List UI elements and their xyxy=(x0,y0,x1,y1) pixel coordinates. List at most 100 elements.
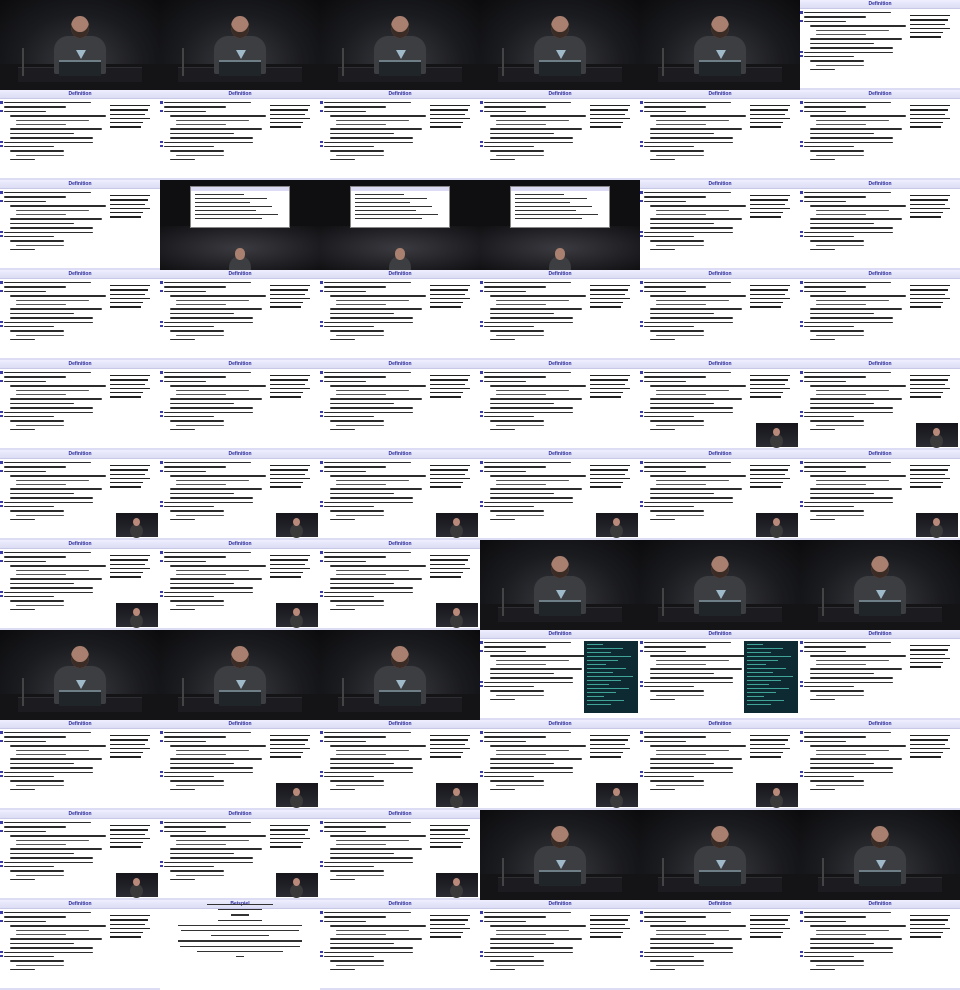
slide-title: Definition xyxy=(800,450,960,459)
slide-thumbnail[interactable]: Definition xyxy=(320,360,480,450)
speaker-pip xyxy=(276,873,318,897)
slide-title: Definition xyxy=(320,360,480,369)
slide-thumbnail[interactable]: Definition xyxy=(800,90,960,180)
slide-title: Definition xyxy=(640,900,800,909)
slide-thumbnail[interactable]: Definition xyxy=(640,90,800,180)
slide-with-speaker-thumbnail[interactable]: Definition xyxy=(480,720,640,810)
slide-title: Definition xyxy=(0,180,160,189)
laptop-icon xyxy=(859,600,901,616)
slide-title: Definition xyxy=(480,360,640,369)
slide-with-speaker-thumbnail[interactable]: Definition xyxy=(0,810,160,900)
slide-with-speaker-thumbnail[interactable]: Definition xyxy=(800,360,960,450)
slide-thumbnail[interactable]: Definition xyxy=(480,90,640,180)
slide-title: Definition xyxy=(800,90,960,99)
camera-thumbnail[interactable] xyxy=(0,630,160,720)
slide-with-terminal-thumbnail[interactable]: Definition xyxy=(640,630,800,720)
camera-thumbnail[interactable] xyxy=(800,540,960,630)
slide-with-speaker-thumbnail[interactable]: Definition xyxy=(0,540,160,630)
slide-title: Definition xyxy=(800,630,960,639)
slide-with-speaker-thumbnail[interactable]: Definition xyxy=(640,360,800,450)
slide-thumbnail[interactable]: Definition xyxy=(800,630,960,720)
slide-with-speaker-thumbnail[interactable]: Definition xyxy=(640,450,800,540)
camera-thumbnail[interactable] xyxy=(640,0,800,90)
laptop-icon xyxy=(379,690,421,706)
terminal-window xyxy=(584,641,638,713)
slide-title: Definition xyxy=(320,90,480,99)
stage-wide-thumbnail[interactable] xyxy=(480,180,640,270)
speaker xyxy=(555,248,565,260)
slide-with-speaker-thumbnail[interactable]: Definition xyxy=(480,450,640,540)
laptop-icon xyxy=(59,690,101,706)
camera-thumbnail[interactable] xyxy=(0,0,160,90)
laptop-icon xyxy=(699,870,741,886)
slide-title: Definition xyxy=(320,900,480,909)
slide-thumbnail[interactable]: Definition xyxy=(800,900,960,990)
slide-with-speaker-thumbnail[interactable]: Definition xyxy=(320,450,480,540)
camera-thumbnail[interactable] xyxy=(320,0,480,90)
slide-thumbnail[interactable]: Definition xyxy=(640,180,800,270)
slide-with-speaker-thumbnail[interactable]: Definition xyxy=(320,540,480,630)
slide-with-speaker-thumbnail[interactable]: Definition xyxy=(800,450,960,540)
slide-with-speaker-thumbnail[interactable]: Definition xyxy=(320,720,480,810)
slide-title: Definition xyxy=(160,720,320,729)
slide-thumbnail[interactable]: Definition xyxy=(480,900,640,990)
slide-thumbnail[interactable]: Definition xyxy=(800,180,960,270)
slide-thumbnail[interactable]: Definition xyxy=(480,270,640,360)
slide-title: Definition xyxy=(0,270,160,279)
camera-thumbnail[interactable] xyxy=(480,810,640,900)
speaker-pip xyxy=(116,513,158,537)
laptop-icon xyxy=(219,60,261,76)
slide-thumbnail[interactable]: Definition xyxy=(640,270,800,360)
camera-thumbnail[interactable] xyxy=(160,630,320,720)
slide-title: Definition xyxy=(800,0,960,9)
camera-thumbnail[interactable] xyxy=(800,810,960,900)
slide-thumbnail[interactable]: Definition xyxy=(480,360,640,450)
slide-with-speaker-thumbnail[interactable]: Definition xyxy=(320,810,480,900)
slide-title: Definition xyxy=(0,360,160,369)
camera-thumbnail[interactable] xyxy=(480,0,640,90)
slide-with-speaker-thumbnail[interactable]: Definition xyxy=(160,450,320,540)
slide-title: Definition xyxy=(640,720,800,729)
slide-thumbnail[interactable]: Definition xyxy=(320,90,480,180)
slide-with-terminal-thumbnail[interactable]: Definition xyxy=(480,630,640,720)
slide-thumbnail[interactable]: Definition xyxy=(0,360,160,450)
slide-with-speaker-thumbnail[interactable]: Definition xyxy=(160,540,320,630)
stage-wide-thumbnail[interactable] xyxy=(160,180,320,270)
camera-thumbnail[interactable] xyxy=(320,630,480,720)
slide-with-speaker-thumbnail[interactable]: Definition xyxy=(160,720,320,810)
slide-thumbnail[interactable]: Definition xyxy=(800,270,960,360)
speaker-pip xyxy=(276,603,318,627)
camera-thumbnail[interactable] xyxy=(160,0,320,90)
slide-thumbnail[interactable]: Definition xyxy=(320,900,480,990)
slide-with-speaker-thumbnail[interactable]: Definition xyxy=(640,720,800,810)
slide-thumbnail[interactable]: Definition xyxy=(0,270,160,360)
slide-thumbnail[interactable]: Definition xyxy=(0,900,160,990)
speaker-pip xyxy=(276,513,318,537)
speaker-pip xyxy=(436,873,478,897)
slide-thumbnail[interactable]: Definition xyxy=(160,270,320,360)
slide-title: Definition xyxy=(800,720,960,729)
laptop-icon xyxy=(699,60,741,76)
camera-thumbnail[interactable] xyxy=(480,540,640,630)
stage-wide-thumbnail[interactable] xyxy=(320,180,480,270)
slide-thumbnail[interactable]: Definition xyxy=(640,900,800,990)
terminal-window xyxy=(744,641,798,713)
camera-thumbnail[interactable] xyxy=(640,810,800,900)
slide-thumbnail[interactable]: Definition xyxy=(160,360,320,450)
slide-thumbnail[interactable]: Definition xyxy=(0,720,160,810)
slide-thumbnail[interactable]: Definition xyxy=(320,270,480,360)
slide-title: Definition xyxy=(320,270,480,279)
laptop-icon xyxy=(539,600,581,616)
slide-with-speaker-thumbnail[interactable]: Definition xyxy=(160,810,320,900)
slide-thumbnail[interactable]: Definition xyxy=(800,720,960,810)
slide-thumbnail[interactable]: Definition xyxy=(160,90,320,180)
example-slide-thumbnail[interactable]: Beispiel xyxy=(160,900,320,990)
slide-thumbnail[interactable]: Definition xyxy=(800,0,960,90)
laptop-icon xyxy=(699,600,741,616)
slide-with-speaker-thumbnail[interactable]: Definition xyxy=(0,450,160,540)
camera-thumbnail[interactable] xyxy=(640,540,800,630)
slide-thumbnail[interactable]: Definition xyxy=(0,90,160,180)
slide-thumbnail[interactable]: Definition xyxy=(0,180,160,270)
slide-title: Definition xyxy=(320,810,480,819)
